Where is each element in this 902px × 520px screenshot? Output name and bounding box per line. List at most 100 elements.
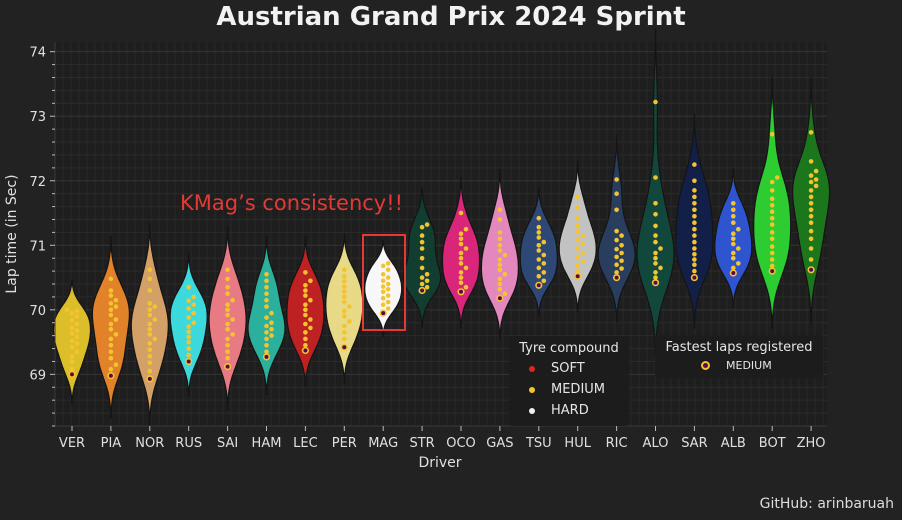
x-tick-label-bot: BOT bbox=[759, 436, 786, 451]
lap-point-nor bbox=[147, 307, 153, 313]
lap-point-str bbox=[424, 278, 430, 284]
lap-point-zho bbox=[808, 207, 814, 213]
lap-point-ham bbox=[269, 333, 274, 338]
lap-point-pia bbox=[108, 355, 114, 361]
hard-marker-icon bbox=[529, 407, 535, 414]
lap-point-sar bbox=[692, 194, 697, 200]
violin-per bbox=[325, 232, 364, 385]
lap-point-gas bbox=[497, 243, 503, 248]
lap-point-rus bbox=[186, 329, 191, 335]
lap-point-per bbox=[342, 284, 347, 289]
lap-point-sai bbox=[225, 343, 230, 348]
lap-point-hul bbox=[575, 246, 580, 251]
lap-point-bot bbox=[769, 250, 775, 256]
fastest-lap-marker-alb bbox=[729, 269, 737, 277]
lap-point-lec bbox=[303, 288, 308, 293]
lap-point-bot bbox=[769, 230, 775, 235]
lap-point-sar bbox=[692, 262, 697, 268]
lap-point-lec bbox=[303, 321, 308, 327]
lap-point-ver bbox=[69, 345, 75, 350]
lap-point-hul bbox=[575, 194, 580, 200]
lap-point-zho bbox=[808, 214, 814, 219]
lap-point-lec bbox=[303, 307, 308, 313]
y-tick-label: 74 bbox=[29, 46, 46, 61]
lap-point-sai bbox=[225, 291, 230, 297]
lap-point-zho bbox=[808, 188, 814, 193]
lap-point-bot bbox=[769, 236, 775, 242]
lap-point-alb bbox=[731, 241, 736, 247]
lap-point-rus bbox=[186, 315, 191, 320]
x-tick-label-hul: HUL bbox=[564, 436, 591, 451]
lap-point-oco bbox=[463, 246, 469, 251]
lap-point-zho bbox=[808, 130, 814, 135]
lap-point-nor bbox=[147, 347, 153, 353]
lap-point-tsu bbox=[541, 261, 547, 266]
lap-point-ham bbox=[264, 336, 269, 342]
x-tick-label-lec: LEC bbox=[293, 436, 318, 451]
lap-point-ham bbox=[264, 284, 269, 290]
fastest-lap-legend-title: Fastest laps registered bbox=[665, 340, 813, 355]
x-tick-label-per: PER bbox=[332, 436, 357, 451]
lap-point-lec bbox=[308, 317, 313, 322]
lap-point-tsu bbox=[536, 257, 542, 262]
lap-point-zho bbox=[808, 257, 814, 262]
lap-point-zho bbox=[808, 236, 814, 242]
lap-point-alo bbox=[653, 275, 658, 280]
lap-point-pia bbox=[108, 321, 114, 327]
lap-point-pia bbox=[108, 366, 114, 372]
y-tick-label: 69 bbox=[29, 368, 46, 383]
lap-point-nor bbox=[147, 276, 153, 282]
lap-point-sar bbox=[692, 239, 697, 245]
lap-point-per bbox=[342, 336, 347, 342]
lap-point-sai bbox=[225, 312, 230, 318]
lap-point-lec bbox=[308, 325, 313, 331]
lap-point-oco bbox=[458, 270, 464, 275]
legend-label-medium: MEDIUM bbox=[551, 382, 606, 397]
lap-point-per bbox=[342, 299, 347, 305]
lap-point-nor bbox=[152, 304, 158, 309]
lap-point-str bbox=[424, 284, 430, 290]
lap-point-zho bbox=[813, 183, 819, 189]
lap-point-rus bbox=[186, 352, 191, 358]
lap-point-alo bbox=[653, 270, 658, 275]
lap-point-mag bbox=[380, 289, 386, 295]
lap-point-mag bbox=[380, 302, 386, 308]
lap-point-nor bbox=[152, 317, 158, 322]
lap-point-nor bbox=[147, 354, 153, 359]
x-tick-label-rus: RUS bbox=[175, 436, 202, 451]
lap-point-hul bbox=[580, 233, 585, 238]
lap-point-bot bbox=[769, 215, 775, 221]
lap-point-oco bbox=[458, 236, 464, 242]
lap-point-alb bbox=[731, 231, 736, 236]
lap-point-rus bbox=[191, 294, 196, 300]
lap-point-alb bbox=[731, 236, 736, 242]
lap-point-hul bbox=[580, 259, 585, 264]
lap-point-per bbox=[342, 330, 347, 335]
lap-point-str bbox=[419, 246, 425, 251]
x-tick-label-zho: ZHO bbox=[797, 436, 826, 451]
lap-point-alb bbox=[736, 261, 741, 266]
lap-point-pia bbox=[108, 301, 114, 306]
lap-point-lec bbox=[303, 283, 308, 288]
lap-point-sai bbox=[230, 332, 235, 337]
lap-point-zho bbox=[808, 159, 814, 164]
lap-point-oco bbox=[458, 275, 464, 280]
lap-point-sai bbox=[225, 267, 230, 273]
fastest-lap-marker-ric bbox=[612, 274, 621, 282]
lap-point-lec bbox=[308, 278, 313, 284]
lap-point-sai bbox=[225, 336, 230, 342]
lap-point-ham bbox=[264, 304, 269, 309]
x-tick-label-mag: MAG bbox=[368, 436, 398, 451]
fastest-lap-legend: Fastest laps registered MEDIUM bbox=[655, 335, 823, 378]
lap-point-ham bbox=[264, 343, 269, 348]
legend-label-hard: HARD bbox=[551, 403, 589, 418]
lap-point-bot bbox=[769, 244, 775, 249]
lap-point-per bbox=[342, 323, 347, 329]
lap-point-gas bbox=[497, 230, 503, 235]
annotation-text: KMag’s consistency!! bbox=[180, 191, 403, 215]
lap-point-sai bbox=[230, 297, 235, 303]
lap-point-pia bbox=[113, 317, 119, 322]
lap-point-gas bbox=[502, 272, 508, 277]
lap-point-lec bbox=[303, 312, 308, 318]
